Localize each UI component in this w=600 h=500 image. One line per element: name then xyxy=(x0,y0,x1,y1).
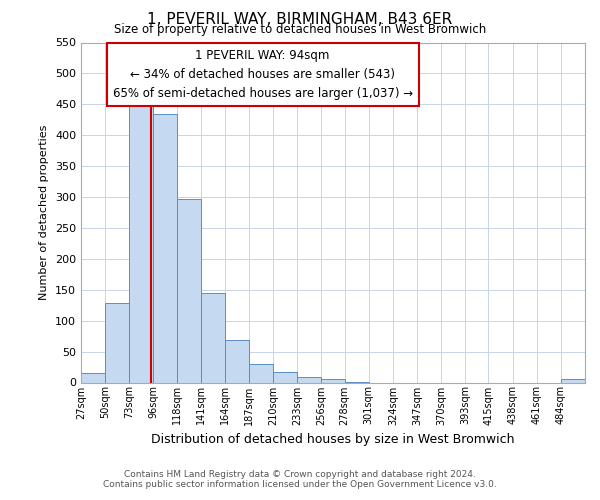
Bar xyxy=(322,380,344,382)
Bar xyxy=(81,373,105,382)
Y-axis label: Number of detached properties: Number of detached properties xyxy=(40,125,49,300)
Bar xyxy=(273,372,297,382)
Bar xyxy=(298,377,322,382)
X-axis label: Distribution of detached houses by size in West Bromwich: Distribution of detached houses by size … xyxy=(151,433,515,446)
Bar xyxy=(201,293,225,382)
Bar xyxy=(225,340,249,382)
Bar xyxy=(130,106,154,382)
Bar xyxy=(105,304,130,382)
Bar xyxy=(249,364,273,382)
Text: 1, PEVERIL WAY, BIRMINGHAM, B43 6ER: 1, PEVERIL WAY, BIRMINGHAM, B43 6ER xyxy=(148,12,452,26)
Text: 1 PEVERIL WAY: 94sqm
← 34% of detached houses are smaller (543)
65% of semi-deta: 1 PEVERIL WAY: 94sqm ← 34% of detached h… xyxy=(113,48,413,100)
Bar xyxy=(154,114,176,382)
Bar xyxy=(176,199,201,382)
Bar xyxy=(561,380,585,382)
Text: Contains HM Land Registry data © Crown copyright and database right 2024.
Contai: Contains HM Land Registry data © Crown c… xyxy=(103,470,497,489)
Text: Size of property relative to detached houses in West Bromwich: Size of property relative to detached ho… xyxy=(114,24,486,36)
